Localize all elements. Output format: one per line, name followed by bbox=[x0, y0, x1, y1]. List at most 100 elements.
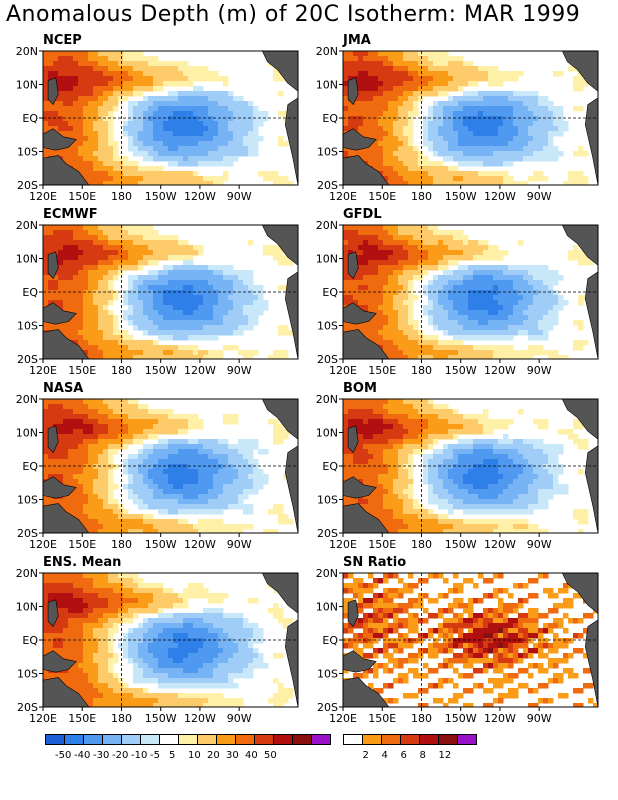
land-mass bbox=[284, 97, 298, 185]
land-mass bbox=[43, 677, 90, 707]
contour-field bbox=[43, 399, 298, 533]
lon-tick-label: 120W bbox=[184, 712, 216, 725]
panel-label: NCEP bbox=[43, 33, 82, 48]
contour-field bbox=[43, 225, 298, 359]
lon-tick-label: 90W bbox=[527, 538, 552, 551]
land-mass bbox=[343, 329, 390, 359]
land-mass bbox=[343, 302, 377, 325]
legend-swatch bbox=[457, 734, 477, 745]
land-mass bbox=[343, 128, 377, 151]
lon-tick-label: 150E bbox=[68, 364, 96, 377]
legend-swatch bbox=[292, 734, 312, 745]
land-mass bbox=[584, 445, 598, 533]
land-mass bbox=[43, 302, 77, 325]
legend-swatch bbox=[438, 734, 458, 745]
lon-tick-label: 180 bbox=[411, 538, 432, 551]
lon-tick-label: 150W bbox=[145, 364, 177, 377]
lat-tick-label: 20N bbox=[16, 219, 38, 232]
legend-swatch bbox=[121, 734, 141, 745]
land-mass bbox=[261, 225, 298, 266]
lat-tick-label: EQ bbox=[322, 112, 338, 125]
lon-tick-label: 150E bbox=[68, 712, 96, 725]
lat-tick-label: 10N bbox=[316, 253, 338, 266]
lon-tick-label: 120W bbox=[184, 538, 216, 551]
legend-swatch bbox=[178, 734, 198, 745]
lat-tick-label: EQ bbox=[322, 286, 338, 299]
panel-label: JMA bbox=[343, 33, 371, 48]
panel-ens-mean: ENS. Mean 20N 10N EQ 10S 20S 120E 150E 180 150W 1… bbox=[0, 555, 300, 732]
lat-tick-label: 10N bbox=[16, 253, 38, 266]
land-mass bbox=[343, 677, 390, 707]
lon-tick-label: 120W bbox=[484, 538, 516, 551]
lat-tick-label: 20N bbox=[16, 393, 38, 406]
lon-tick-label: 90W bbox=[227, 712, 252, 725]
lon-tick-label: 90W bbox=[227, 538, 252, 551]
panel-gfdl: GFDL 20N 10N EQ 10S 20S 120E 150E 180 150W 120W 90… bbox=[300, 207, 600, 384]
land-mass bbox=[43, 329, 90, 359]
lat-tick-label: 20N bbox=[316, 393, 338, 406]
lat-tick-label: 10N bbox=[316, 601, 338, 614]
legend-label: -50 bbox=[55, 750, 72, 761]
land-mass bbox=[284, 445, 298, 533]
panel-label: BOM bbox=[343, 381, 377, 396]
legend-label: -10 bbox=[131, 750, 148, 761]
land-mass bbox=[284, 271, 298, 359]
lon-tick-label: 150W bbox=[145, 712, 177, 725]
land-mass bbox=[561, 51, 598, 92]
lon-tick-label: 90W bbox=[227, 190, 252, 203]
legend-swatch bbox=[235, 734, 255, 745]
land-mass bbox=[343, 503, 390, 533]
legend-swatch bbox=[45, 734, 65, 745]
legend-label: 2 bbox=[362, 750, 369, 761]
lat-tick-label: EQ bbox=[22, 460, 38, 473]
lon-tick-label: 120W bbox=[484, 190, 516, 203]
land-mass bbox=[584, 619, 598, 707]
lon-tick-label: 150E bbox=[68, 538, 96, 551]
lon-tick-label: 90W bbox=[527, 190, 552, 203]
panel-label: NASA bbox=[43, 381, 84, 396]
lat-tick-label: EQ bbox=[322, 460, 338, 473]
legend-label: 10 bbox=[188, 750, 201, 761]
land-mass bbox=[43, 128, 77, 151]
panel-ncep: NCEP 20N 10N EQ 10S 20S 120E 150E 180 150W 120W 90… bbox=[0, 33, 300, 210]
land-mass bbox=[43, 155, 90, 185]
legend-swatch bbox=[273, 734, 293, 745]
legend-swatch bbox=[343, 734, 363, 745]
lon-tick-label: 180 bbox=[411, 190, 432, 203]
legend-label: 30 bbox=[226, 750, 239, 761]
lon-tick-label: 120E bbox=[329, 364, 357, 377]
lon-tick-label: 90W bbox=[227, 364, 252, 377]
legend-swatch bbox=[64, 734, 84, 745]
lat-tick-label: EQ bbox=[322, 634, 338, 647]
land-mass bbox=[47, 77, 59, 106]
lon-tick-label: 180 bbox=[111, 712, 132, 725]
panel-bom: BOM 20N 10N EQ 10S 20S 120E 150E 180 150W 120W 90W bbox=[300, 381, 600, 558]
land-mass bbox=[47, 599, 59, 628]
lon-tick-label: 120E bbox=[29, 712, 57, 725]
land-mass bbox=[347, 425, 359, 454]
panel-ecmwf: ECMWF 20N 10N EQ 10S 20S 120E 150E 180 150W 120W 9… bbox=[0, 207, 300, 384]
lat-tick-label: 20N bbox=[16, 567, 38, 580]
lon-tick-label: 120E bbox=[329, 538, 357, 551]
lon-tick-label: 150E bbox=[368, 364, 396, 377]
lat-tick-label: 20S bbox=[17, 701, 38, 714]
land-mass bbox=[284, 619, 298, 707]
lon-tick-label: 120W bbox=[184, 190, 216, 203]
legend-swatch bbox=[254, 734, 274, 745]
lon-tick-label: 120E bbox=[329, 712, 357, 725]
lat-tick-label: 10S bbox=[17, 320, 38, 333]
legend-label: 4 bbox=[381, 750, 388, 761]
land-mass bbox=[43, 503, 90, 533]
lon-tick-label: 150E bbox=[368, 712, 396, 725]
legend-label: 12 bbox=[438, 750, 452, 761]
land-mass bbox=[47, 425, 59, 454]
sn-ratio-legend: 2 4 6 8 12 bbox=[343, 734, 478, 764]
legend-swatch bbox=[400, 734, 420, 745]
land-mass bbox=[347, 251, 359, 280]
lon-tick-label: 150W bbox=[145, 190, 177, 203]
lat-tick-label: 20S bbox=[317, 701, 338, 714]
